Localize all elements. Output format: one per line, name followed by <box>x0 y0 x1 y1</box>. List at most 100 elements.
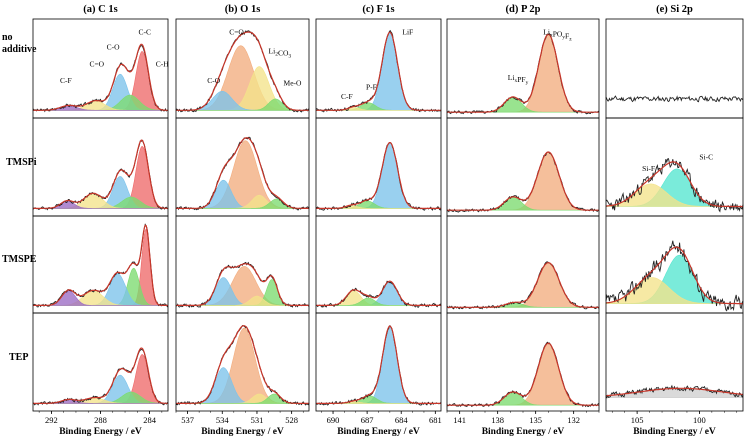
x-tick-label: 684 <box>395 415 409 425</box>
x-tick-label: 138 <box>491 415 504 425</box>
x-tick-label: 687 <box>361 415 374 425</box>
x-tick-label: 690 <box>327 415 340 425</box>
row-frame <box>175 312 310 412</box>
x-tick-label: 528 <box>285 415 298 425</box>
row-0 <box>315 18 442 119</box>
annotation-3: C-C <box>139 27 152 36</box>
raw-spectrum <box>605 158 744 213</box>
x-tick-label: 105 <box>631 415 644 425</box>
annotation-2: C-F <box>341 92 353 101</box>
fit-envelope <box>176 137 309 209</box>
row-1 <box>605 117 744 217</box>
x-tick-label: 284 <box>143 415 157 425</box>
row-2 <box>315 215 442 314</box>
row-3 <box>605 312 744 412</box>
row-label-3: TEP <box>9 352 28 363</box>
x-tick-label: 100 <box>693 415 706 425</box>
fit-envelope <box>33 224 168 306</box>
fit-envelope <box>33 347 168 404</box>
row-label-1: TMSPi <box>6 157 37 168</box>
panel-title: (c) F 1s <box>362 4 394 15</box>
peak-lif <box>316 32 441 111</box>
annotation-1: C=O <box>89 60 104 69</box>
row-frame <box>446 18 600 119</box>
annotation-0: LiF <box>402 27 413 36</box>
fit-envelope <box>605 246 743 305</box>
row-0 <box>446 18 600 119</box>
row-3 <box>446 312 600 412</box>
fit-envelope <box>316 280 441 306</box>
fit-envelope <box>316 325 441 404</box>
fit-envelope <box>447 33 599 113</box>
fit-envelope <box>316 31 441 111</box>
row-3 <box>315 312 442 412</box>
fit-envelope <box>33 139 168 209</box>
row-2 <box>32 215 169 314</box>
row-0 <box>605 18 744 119</box>
fit-envelope <box>316 142 441 209</box>
row-1 <box>446 117 600 217</box>
row-1 <box>175 117 310 217</box>
peak-c=o <box>176 140 309 209</box>
annotation-1: P-F <box>366 82 377 91</box>
x-tick-label: 141 <box>453 415 466 425</box>
x-axis-label: Binding Energy / eV <box>59 427 142 437</box>
row-1 <box>32 117 169 217</box>
peak-lif <box>316 142 441 209</box>
raw-spectrum <box>446 151 600 213</box>
x-axis-label: Binding Energy / eV <box>482 427 565 437</box>
annotation-4: C-H <box>156 60 170 69</box>
panel-title: (b) O 1s <box>225 4 261 15</box>
annotation-0: C-F <box>60 76 72 85</box>
fit-envelope <box>606 387 744 397</box>
x-axis-label: Binding Energy / eV <box>337 427 420 437</box>
x-tick-label: 534 <box>216 415 230 425</box>
row-label-0: no additive <box>2 32 37 55</box>
fit-envelope <box>447 342 599 406</box>
x-tick-label: 537 <box>181 415 194 425</box>
row-frame <box>446 215 600 314</box>
x-axis-label: Binding Energy / eV <box>633 427 716 437</box>
x-tick-label: 132 <box>567 415 580 425</box>
x-axis-label: Binding Energy / eV <box>201 427 284 437</box>
annotation-0: LixPOyFz <box>543 27 572 42</box>
fit-envelope <box>176 263 309 306</box>
fit-envelope <box>605 161 743 208</box>
row-2 <box>605 215 744 314</box>
row-1 <box>315 117 442 217</box>
raw-spectrum <box>605 95 744 103</box>
row-3 <box>32 312 169 412</box>
peak-c=o <box>176 266 309 306</box>
raw-spectrum <box>446 341 600 408</box>
x-tick-label: 288 <box>94 415 107 425</box>
fit-envelope <box>447 262 599 308</box>
panel-title: (d) P 2p <box>505 4 540 15</box>
row-2 <box>175 215 310 314</box>
annotation-0: Si-F <box>642 164 655 173</box>
fit-envelope <box>33 43 168 111</box>
panel-title: (a) C 1s <box>83 4 117 15</box>
annotation-0: C=O <box>229 27 244 36</box>
row-0 <box>175 18 310 119</box>
peak-c=o <box>176 327 309 404</box>
x-tick-label: 681 <box>429 415 442 425</box>
panel-si2p: (e) Si 2p 105 100 Binding Energy / eV <box>605 4 744 437</box>
fit-envelope <box>176 325 309 404</box>
x-tick-label: 135 <box>529 415 542 425</box>
peak-lixpfy <box>447 96 599 113</box>
annotation-3: Me-O <box>284 79 302 88</box>
annotation-2: Li2CO3 <box>269 46 292 59</box>
annotation-1: LixPFy <box>508 73 529 86</box>
peak-lif <box>316 326 441 404</box>
x-tick-label: 292 <box>45 415 58 425</box>
panel-title: (e) Si 2p <box>656 4 693 15</box>
panel-f1s: (c) F 1s 690 687 684 681 Binding Energy / eV <box>315 4 442 437</box>
raw-spectrum <box>605 384 744 399</box>
fit-envelope <box>447 151 599 211</box>
row-label-2: TMSPE <box>2 254 37 265</box>
peak-lif <box>316 281 441 306</box>
